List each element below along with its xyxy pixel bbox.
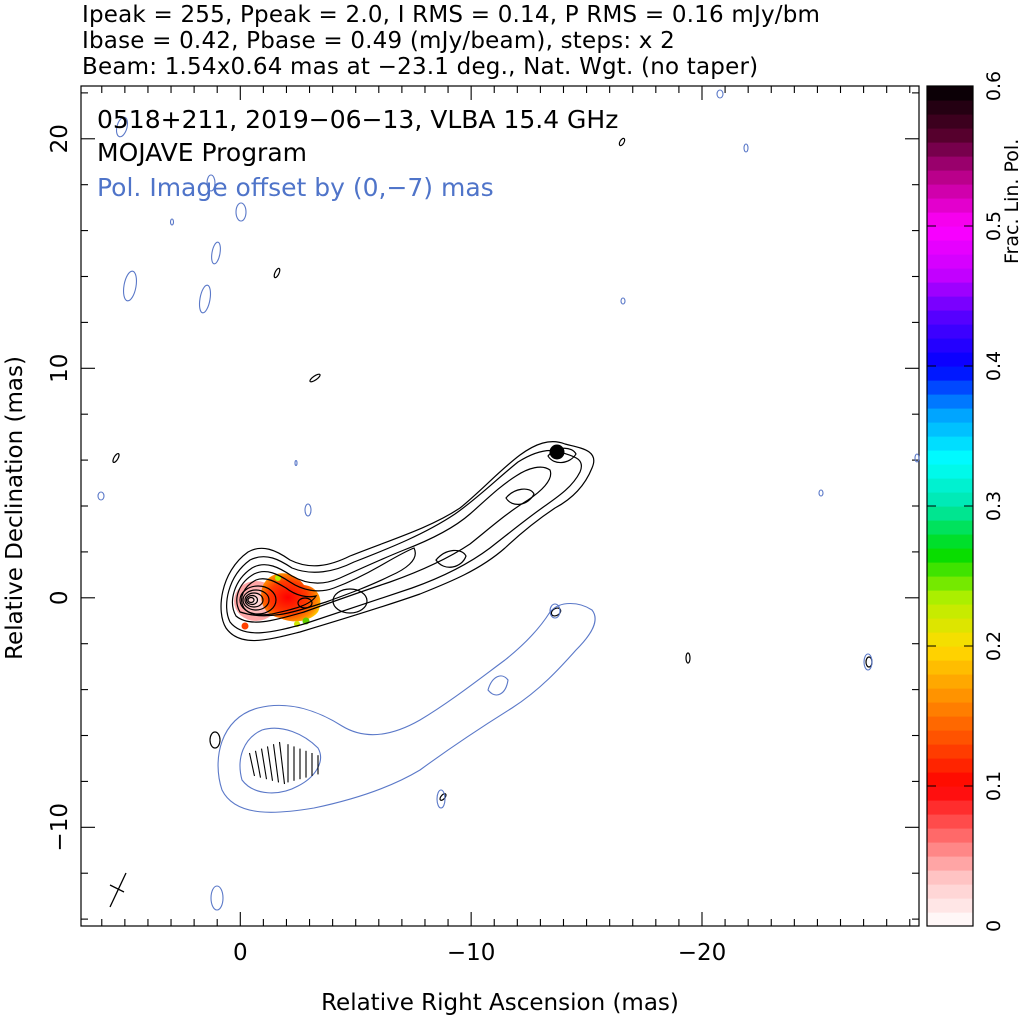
colorbar-swatch bbox=[927, 632, 973, 647]
colorbar-swatch bbox=[927, 534, 973, 549]
colorbar-swatch bbox=[927, 296, 973, 311]
colorbar-swatch bbox=[927, 758, 973, 773]
x-axis-label: Relative Right Ascension (mas) bbox=[321, 990, 679, 1016]
colorbar-swatch bbox=[927, 100, 973, 115]
colorbar-swatch bbox=[927, 506, 973, 521]
colorbar-swatch bbox=[927, 380, 973, 395]
colorbar-swatch bbox=[927, 674, 973, 689]
colorbar-swatch bbox=[927, 268, 973, 283]
colorbar-swatch bbox=[927, 408, 973, 423]
total-intensity-contours bbox=[112, 137, 873, 801]
colorbar-swatch bbox=[927, 352, 973, 367]
evpa-vectors bbox=[248, 741, 319, 785]
colorbar-swatch bbox=[927, 898, 973, 913]
x-tick-label: 0 bbox=[233, 940, 248, 966]
colorbar-tick-label: 0.2 bbox=[983, 631, 1005, 661]
colorbar-swatch bbox=[927, 324, 973, 339]
x-tick-label: −20 bbox=[678, 940, 727, 966]
colorbar-swatch bbox=[927, 128, 973, 143]
colorbar-swatch bbox=[927, 86, 973, 101]
colorbar-swatch bbox=[927, 548, 973, 563]
colorbar-swatch bbox=[927, 226, 973, 241]
colorbar-swatch bbox=[927, 366, 973, 381]
colorbar-swatch bbox=[927, 142, 973, 157]
colorbar-swatch bbox=[927, 702, 973, 717]
colorbar-tick-label: 0.6 bbox=[983, 71, 1005, 101]
colorbar-swatch bbox=[927, 338, 973, 353]
colorbar: 0 0.1 0.2 0.3 0.4 0.5 0.6 bbox=[926, 71, 1005, 932]
beam-marker bbox=[109, 872, 127, 908]
colorbar-swatch bbox=[927, 814, 973, 829]
colorbar-swatch bbox=[927, 772, 973, 787]
colorbar-swatch bbox=[927, 492, 973, 507]
colorbar-swatch bbox=[927, 478, 973, 493]
y-tick-label: 10 bbox=[47, 354, 73, 383]
colorbar-swatch bbox=[927, 828, 973, 843]
colorbar-swatch bbox=[927, 786, 973, 801]
x-tick-label: −10 bbox=[447, 940, 496, 966]
colorbar-swatch bbox=[927, 422, 973, 437]
y-tick-label: 0 bbox=[47, 590, 73, 605]
colorbar-swatch bbox=[927, 576, 973, 591]
jet-pol-region bbox=[261, 573, 321, 622]
colorbar-swatch bbox=[927, 394, 973, 409]
colorbar-swatch bbox=[927, 156, 973, 171]
evpa-vector bbox=[260, 748, 268, 780]
header-beam-info: Beam: 1.54x0.64 mas at −23.1 deg., Nat. … bbox=[82, 54, 759, 80]
y-tick-label: −10 bbox=[47, 803, 73, 852]
evpa-vector bbox=[266, 746, 274, 781]
colorbar-swatch bbox=[927, 184, 973, 199]
plot-frame bbox=[80, 85, 920, 927]
colorbar-swatch bbox=[927, 716, 973, 731]
colorbar-swatch bbox=[927, 240, 973, 255]
evpa-vector bbox=[254, 750, 262, 778]
colorbar-tick-label: 0.1 bbox=[983, 771, 1005, 801]
colorbar-swatch bbox=[927, 520, 973, 535]
header-intensity-stats: Ipeak = 255, Ppeak = 2.0, I RMS = 0.14, … bbox=[82, 2, 821, 28]
colorbar-swatch bbox=[927, 884, 973, 899]
header-base-levels: Ibase = 0.42, Pbase = 0.49 (mJy/beam), s… bbox=[82, 28, 675, 54]
colorbar-swatch bbox=[927, 842, 973, 857]
colorbar-swatch bbox=[927, 212, 973, 227]
colorbar-swatch bbox=[927, 282, 973, 297]
colorbar-swatch bbox=[927, 562, 973, 577]
source-label: 0518+211, 2019−06−13, VLBA 15.4 GHz bbox=[97, 105, 618, 134]
colorbar-swatch bbox=[927, 198, 973, 213]
colorbar-swatch bbox=[927, 912, 973, 927]
colorbar-swatch bbox=[927, 170, 973, 185]
colorbar-swatch bbox=[927, 744, 973, 759]
colorbar-swatch bbox=[927, 688, 973, 703]
colorbar-swatch bbox=[927, 590, 973, 605]
evpa-vector bbox=[278, 741, 286, 785]
polarized-intensity-contours bbox=[97, 89, 920, 911]
colorbar-swatch bbox=[927, 856, 973, 871]
colorbar-swatch bbox=[927, 604, 973, 619]
colorbar-swatch bbox=[927, 254, 973, 269]
colorbar-swatch bbox=[927, 800, 973, 815]
colorbar-label: Frac. Lin. Pol. bbox=[1001, 139, 1023, 264]
pol-speck bbox=[241, 622, 249, 630]
y-axis-label: Relative Declination (mas) bbox=[2, 356, 28, 660]
evpa-vector bbox=[248, 752, 256, 777]
colorbar-swatch bbox=[927, 870, 973, 885]
colorbar-swatch bbox=[927, 114, 973, 129]
colorbar-swatch bbox=[927, 450, 973, 465]
colorbar-tick-label: 0.5 bbox=[983, 211, 1005, 241]
colorbar-swatch bbox=[927, 646, 973, 661]
colorbar-swatch bbox=[927, 464, 973, 479]
colorbar-swatch bbox=[927, 310, 973, 325]
pol-speck bbox=[275, 575, 281, 581]
y-tick-label: 20 bbox=[47, 124, 73, 153]
colorbar-tick-label: 0.3 bbox=[983, 491, 1005, 521]
colorbar-swatch bbox=[927, 618, 973, 633]
colorbar-swatch bbox=[927, 660, 973, 675]
pol-offset-note: Pol. Image offset by (0,−7) mas bbox=[97, 173, 494, 202]
colorbar-tick-label: 0.4 bbox=[983, 351, 1005, 381]
program-label: MOJAVE Program bbox=[97, 138, 307, 167]
colorbar-tick-label: 0 bbox=[983, 920, 1005, 932]
colorbar-swatch bbox=[927, 436, 973, 451]
colorbar-swatch bbox=[927, 730, 973, 745]
evpa-vector bbox=[272, 744, 280, 783]
